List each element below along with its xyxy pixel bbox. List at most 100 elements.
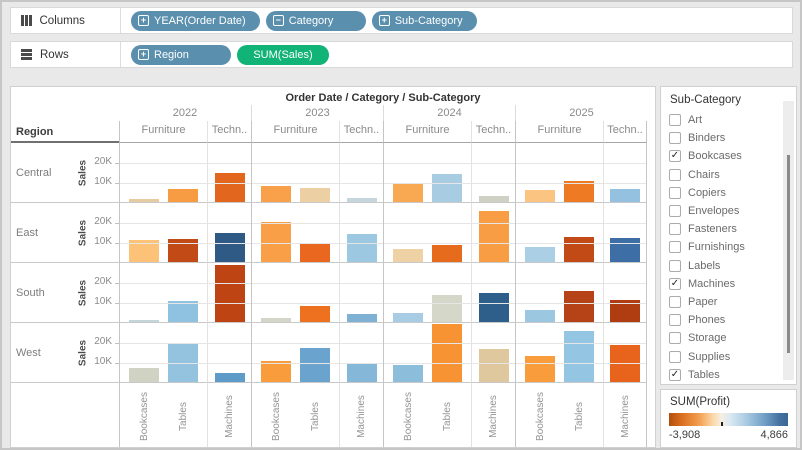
bar-east-2022-machines[interactable] (214, 233, 245, 262)
bar-west-2025-tables[interactable] (564, 331, 594, 382)
collapse-icon[interactable]: − (272, 15, 284, 26)
checkbox-unchecked-icon[interactable] (669, 241, 681, 254)
bar-south-2024-machines[interactable] (478, 293, 509, 322)
bar-west-2024-machines[interactable] (478, 349, 509, 382)
bar-west-2024-tables[interactable] (432, 324, 462, 382)
bar-east-2023-machines[interactable] (346, 234, 377, 262)
gridline (208, 243, 251, 244)
checkbox-checked-icon[interactable]: ✓ (669, 150, 681, 163)
checkbox-unchecked-icon[interactable] (669, 332, 681, 345)
filter-item-envelopes[interactable]: Envelopes (669, 202, 796, 220)
bar-central-2022-bookcases[interactable] (129, 199, 159, 202)
pane-south-2023-technology (339, 263, 383, 323)
bar-central-2024-machines[interactable] (478, 196, 509, 202)
bar-central-2024-bookcases[interactable] (393, 184, 423, 202)
expand-icon[interactable]: + (138, 15, 149, 26)
x-axis-label-bookcases: Bookcases (402, 391, 414, 441)
bar-south-2022-machines[interactable] (214, 265, 245, 322)
bar-west-2023-bookcases[interactable] (261, 361, 291, 382)
checkbox-unchecked-icon[interactable] (669, 132, 681, 145)
bar-east-2022-bookcases[interactable] (129, 240, 159, 262)
bar-central-2023-tables[interactable] (300, 188, 330, 202)
bar-south-2023-machines[interactable] (346, 314, 377, 322)
pane-west-2024-technology (471, 323, 515, 383)
filter-item-paper[interactable]: Paper (669, 293, 796, 311)
bar-south-2022-bookcases[interactable] (129, 320, 159, 322)
bar-south-2025-tables[interactable] (564, 291, 594, 322)
filter-item-art[interactable]: Art (669, 111, 796, 129)
bar-central-2025-tables[interactable] (564, 181, 594, 202)
bar-east-2025-machines[interactable] (610, 238, 640, 262)
expand-icon[interactable]: + (138, 49, 149, 60)
checkbox-unchecked-icon[interactable] (669, 259, 681, 272)
bar-south-2024-bookcases[interactable] (393, 313, 423, 322)
filter-item-chairs[interactable]: Chairs (669, 166, 796, 184)
bar-south-2024-tables[interactable] (432, 295, 462, 322)
checkbox-unchecked-icon[interactable] (669, 186, 681, 199)
bar-central-2023-bookcases[interactable] (261, 186, 291, 202)
gridline (120, 223, 207, 224)
x-axis-label-tables: Tables (573, 401, 585, 431)
bar-central-2023-machines[interactable] (346, 198, 377, 202)
bar-west-2022-bookcases[interactable] (129, 368, 159, 382)
filter-item-labels[interactable]: Labels (669, 257, 796, 275)
checkbox-unchecked-icon[interactable] (669, 314, 681, 327)
bar-east-2023-tables[interactable] (300, 243, 330, 262)
bar-central-2024-tables[interactable] (432, 174, 462, 202)
filter-item-copiers[interactable]: Copiers (669, 184, 796, 202)
bar-south-2025-machines[interactable] (610, 300, 640, 322)
bar-east-2022-tables[interactable] (168, 239, 198, 262)
checkbox-checked-icon[interactable]: ✓ (669, 368, 681, 381)
filter-item-label: Bookcases (688, 150, 742, 163)
bar-west-2024-bookcases[interactable] (393, 365, 423, 382)
chart-title: Order Date / Category / Sub-Category (285, 92, 481, 104)
checkbox-checked-icon[interactable]: ✓ (669, 277, 681, 290)
checkbox-unchecked-icon[interactable] (669, 205, 681, 218)
profit-color-gradient[interactable] (669, 413, 788, 426)
expand-icon[interactable]: + (378, 15, 390, 26)
filter-scrollbar-thumb[interactable] (787, 155, 790, 353)
filter-item-fasteners[interactable]: Fasteners (669, 220, 796, 238)
bar-central-2022-machines[interactable] (214, 173, 245, 202)
pill-region[interactable]: + Region (131, 44, 231, 65)
filter-item-bookcases[interactable]: ✓ Bookcases (669, 147, 796, 165)
bar-south-2025-bookcases[interactable] (525, 310, 555, 322)
bar-east-2024-machines[interactable] (478, 211, 509, 262)
bar-east-2023-bookcases[interactable] (261, 222, 291, 262)
filter-scrollbar-track[interactable] (783, 101, 794, 380)
bar-west-2022-machines[interactable] (214, 373, 245, 382)
bar-central-2022-tables[interactable] (168, 189, 198, 202)
filter-item-binders[interactable]: Binders (669, 129, 796, 147)
pill-sum-sales[interactable]: SUM(Sales) (237, 44, 329, 65)
checkbox-unchecked-icon[interactable] (669, 350, 681, 363)
pill-sub-category[interactable]: + Sub-Category (371, 10, 477, 31)
pill-category[interactable]: − Category (265, 10, 366, 31)
pill-year-order-date[interactable]: + YEAR(Order Date) (131, 10, 260, 31)
bar-central-2025-machines[interactable] (610, 189, 640, 202)
filter-item-furnishings[interactable]: Furnishings (669, 238, 796, 256)
filter-item-phones[interactable]: Phones (669, 311, 796, 329)
pane-central-2023-technology (339, 143, 383, 203)
bar-south-2022-tables[interactable] (168, 301, 198, 322)
bar-west-2022-tables[interactable] (168, 343, 198, 382)
bar-west-2023-machines[interactable] (346, 364, 377, 382)
checkbox-unchecked-icon[interactable] (669, 295, 681, 308)
bar-south-2023-tables[interactable] (300, 306, 330, 322)
checkbox-unchecked-icon[interactable] (669, 114, 681, 127)
checkbox-unchecked-icon[interactable] (669, 223, 681, 236)
bar-south-2023-bookcases[interactable] (261, 318, 291, 322)
checkbox-unchecked-icon[interactable] (669, 168, 681, 181)
bar-west-2025-bookcases[interactable] (525, 356, 555, 382)
bar-east-2025-tables[interactable] (564, 237, 594, 262)
filter-item-machines[interactable]: ✓ Machines (669, 275, 796, 293)
bar-east-2025-bookcases[interactable] (525, 247, 555, 262)
bar-central-2025-bookcases[interactable] (525, 190, 555, 202)
bar-east-2024-bookcases[interactable] (393, 249, 423, 262)
gridline (340, 363, 383, 364)
gridline (604, 363, 646, 364)
filter-item-storage[interactable]: Storage (669, 329, 796, 347)
filter-item-supplies[interactable]: Supplies (669, 347, 796, 365)
bar-east-2024-tables[interactable] (432, 245, 462, 262)
bar-west-2023-tables[interactable] (300, 348, 330, 382)
filter-item-tables[interactable]: ✓ Tables (669, 366, 796, 384)
